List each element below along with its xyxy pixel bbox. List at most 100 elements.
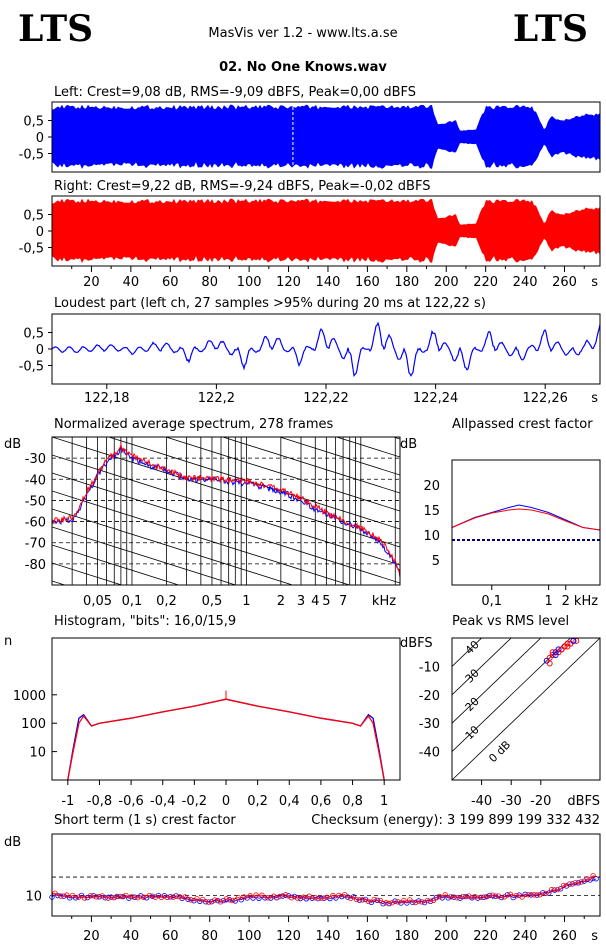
- short-term-point: [99, 893, 105, 899]
- short-term-point: [52, 890, 58, 896]
- short-term-point: [392, 898, 398, 904]
- peak-rms-xunit: dBFS: [567, 794, 600, 809]
- spectrum-xtick-label: 5: [322, 594, 330, 609]
- short-term-xtick-label: 200: [434, 929, 459, 944]
- short-term-point: [584, 876, 590, 882]
- short-term-point: [519, 894, 525, 900]
- spectrum-diag: [52, 562, 123, 585]
- spectrum-series-1: [51, 442, 401, 578]
- short-term-point: [359, 897, 366, 903]
- short-term-title: Short term (1 s) crest factor: [54, 813, 236, 828]
- histogram-title: Histogram, "bits": 16,0/15,9: [54, 614, 236, 629]
- short-term-point: [312, 894, 318, 901]
- spectrum-ylabel: dB: [4, 437, 21, 452]
- right-waveform-ytick-label: -0,5: [19, 242, 44, 257]
- spectrum-xtick-label: 0,05: [83, 594, 112, 609]
- short-term-point: [220, 897, 227, 904]
- right-waveform-title: Right: Crest=9,22 dB, RMS=-9,24 dBFS, Pe…: [54, 179, 430, 194]
- crest-ytick-label: 15: [423, 504, 440, 519]
- short-term-point: [315, 895, 321, 902]
- short-term-point: [223, 896, 230, 902]
- short-term-point: [140, 894, 147, 900]
- time-tick-label: 40: [123, 275, 140, 290]
- spectrum-xtick-label: 0,5: [202, 594, 223, 609]
- short-term-point: [324, 894, 330, 901]
- short-term-point: [318, 895, 324, 901]
- peak-rms-diag: [452, 638, 483, 667]
- short-term-point: [288, 895, 295, 901]
- short-term-xtick-label: 260: [552, 929, 577, 944]
- crest-ytick-label: 5: [432, 554, 440, 569]
- short-term-point: [211, 897, 218, 903]
- short-term-point: [58, 893, 64, 899]
- short-term-point: [436, 893, 443, 900]
- histogram-ytick-label: 10: [29, 746, 46, 761]
- peak-rms-diag: [452, 638, 512, 696]
- spectrum-diag: [52, 526, 237, 585]
- crest-title: Allpassed crest factor: [452, 417, 593, 432]
- peak-rms-ytick-label: -20: [419, 689, 440, 704]
- crest-series-0: [451, 504, 601, 531]
- spectrum-xtick-label: 4: [311, 594, 319, 609]
- spectrum-ytick-label: -60: [25, 516, 46, 531]
- crest-frame: [451, 459, 601, 586]
- spectrum-diag: [221, 437, 400, 494]
- histogram-xtick-label: -1: [61, 794, 74, 809]
- time-tick-label: 160: [355, 275, 380, 290]
- crest-ytick-label: 20: [423, 479, 440, 494]
- short-term-point: [537, 892, 543, 898]
- logo-left: LTS: [18, 8, 94, 50]
- short-term-point: [155, 892, 162, 899]
- peak-rms-xtick-label: -30: [501, 794, 522, 809]
- peak-rms-point: [555, 646, 562, 653]
- short-term-point: [489, 892, 496, 898]
- histogram-xtick-label: 0,6: [311, 794, 332, 809]
- short-term-point: [475, 895, 481, 901]
- peak-rms-ytick-label: -10: [419, 660, 440, 675]
- histogram-xtick-label: 0,4: [279, 794, 300, 809]
- short-term-point: [557, 886, 564, 892]
- right-waveform-ytick-label: 0,5: [23, 209, 44, 224]
- crest-xtick-label: 0,1: [481, 594, 502, 609]
- short-term-ytick-label: 10: [25, 890, 42, 905]
- short-term-point: [347, 895, 354, 901]
- peak-rms-point: [564, 640, 571, 647]
- short-term-point: [371, 896, 377, 903]
- short-term-point: [350, 894, 357, 900]
- right-waveform-area: [52, 198, 600, 263]
- peak-rms-ytick-label: -30: [419, 717, 440, 732]
- short-term-point: [282, 892, 289, 898]
- logo-right: LTS: [512, 8, 588, 50]
- crest-xtick-label: 1: [544, 594, 552, 609]
- short-term-point: [507, 891, 514, 898]
- short-term-point: [294, 895, 301, 901]
- spectrum-diag: [52, 617, 400, 727]
- crest-ytick-label: 10: [423, 529, 440, 544]
- short-term-point: [430, 897, 437, 903]
- short-term-point: [469, 895, 475, 901]
- spectrum-diag: [164, 437, 400, 512]
- histogram-xtick-label: 0,2: [247, 794, 268, 809]
- short-term-point: [478, 894, 484, 901]
- short-term-point: [572, 880, 579, 886]
- short-term-point: [276, 893, 283, 900]
- spectrum-frame: [51, 436, 401, 586]
- spectrum-diag: [52, 472, 400, 584]
- short-term-xtick-label: 80: [201, 929, 218, 944]
- short-term-point: [336, 892, 342, 899]
- peak-rms-diag-label: 0 dB: [486, 738, 513, 765]
- short-term-point: [253, 892, 259, 898]
- short-term-point: [549, 886, 555, 893]
- spectrum-ytick-label: -50: [25, 494, 46, 509]
- spectrum-diag: [52, 635, 400, 745]
- histogram-xtick-label: -0,2: [182, 794, 207, 809]
- histogram-xtick-label: 0: [222, 794, 230, 809]
- right-waveform-ytick-label: 0: [36, 225, 44, 240]
- short-term-point: [460, 893, 466, 900]
- histogram-series-0: [67, 698, 385, 781]
- short-term-point: [214, 897, 221, 904]
- short-term-point: [590, 873, 596, 879]
- short-term-point: [495, 893, 502, 899]
- short-term-xtick-label: 100: [237, 929, 262, 944]
- loudest-frame: [51, 313, 601, 385]
